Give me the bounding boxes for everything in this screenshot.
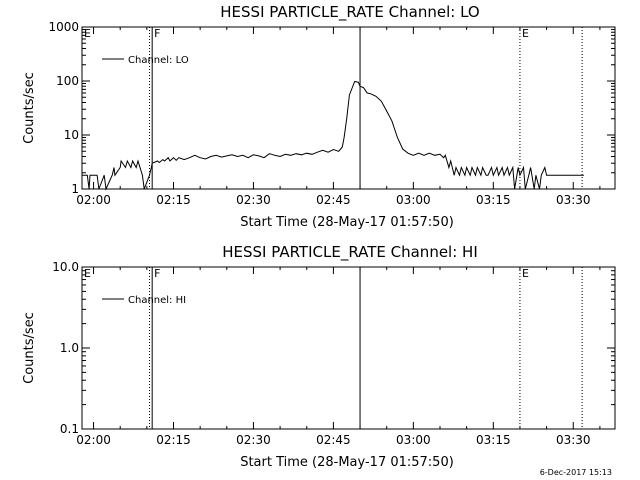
series-lo bbox=[82, 80, 584, 191]
x-tick-label: 03:15 bbox=[476, 433, 511, 447]
event-marker-label: F bbox=[154, 27, 160, 40]
x-tick-label: 02:00 bbox=[76, 193, 111, 207]
y-tick-label: 1 bbox=[71, 182, 79, 196]
legend-label-hi: Channel: HI bbox=[128, 295, 186, 306]
x-tick-label: 02:45 bbox=[316, 433, 351, 447]
x-tick-label: 02:30 bbox=[236, 193, 271, 207]
y-ticks-hi: 0.1 1.0 10.0 bbox=[52, 260, 615, 436]
chart-title-lo: HESSI PARTICLE_RATE Channel: LO bbox=[220, 3, 479, 22]
event-marker-label: E bbox=[522, 267, 529, 280]
x-tick-label: 02:00 bbox=[76, 433, 111, 447]
y-tick-label: 0.1 bbox=[60, 422, 79, 436]
x-tick-label: 02:15 bbox=[156, 433, 191, 447]
x-axis-label-hi: Start Time (28-May-17 01:57:50) bbox=[240, 455, 454, 470]
x-ticks-hi: 02:00 02:15 02:30 02:45 03:00 03:15 03:30 bbox=[76, 267, 601, 447]
event-marker-label: F bbox=[154, 267, 160, 280]
plot-frame-lo bbox=[81, 26, 616, 190]
legend-label-lo: Channel: LO bbox=[128, 55, 189, 66]
chart-title-hi: HESSI PARTICLE_RATE Channel: HI bbox=[222, 243, 478, 262]
event-marker-label: E bbox=[84, 267, 91, 280]
x-ticks-lo: 02:00 02:15 02:30 02:45 03:00 03:15 03:30 bbox=[76, 27, 601, 207]
x-tick-label: 02:45 bbox=[316, 193, 351, 207]
event-marker-label: E bbox=[84, 27, 91, 40]
y-tick-label: 1000 bbox=[48, 20, 79, 34]
panel-hi: HESSI PARTICLE_RATE Channel: HI 02:00 02:… bbox=[22, 243, 616, 470]
plot-frame-hi bbox=[81, 266, 616, 430]
series-line bbox=[82, 80, 584, 191]
y-tick-label: 10.0 bbox=[52, 260, 79, 274]
y-axis-label-lo: Counts/sec bbox=[22, 72, 37, 144]
y-axis-label-hi: Counts/sec bbox=[22, 312, 37, 384]
x-tick-label: 03:00 bbox=[396, 433, 431, 447]
y-ticks-lo: 1 10 100 1000 bbox=[48, 20, 615, 196]
y-tick-label: 100 bbox=[56, 74, 79, 88]
date-stamp: 6-Dec-2017 15:13 bbox=[540, 468, 612, 477]
x-tick-label: 03:15 bbox=[476, 193, 511, 207]
y-tick-label: 1.0 bbox=[60, 341, 79, 355]
x-axis-label-lo: Start Time (28-May-17 01:57:50) bbox=[240, 215, 454, 230]
x-tick-label: 02:30 bbox=[236, 433, 271, 447]
x-tick-label: 03:30 bbox=[556, 193, 591, 207]
y-tick-label: 10 bbox=[64, 128, 79, 142]
x-tick-label: 03:00 bbox=[396, 193, 431, 207]
event-marker-label: E bbox=[522, 27, 529, 40]
x-tick-label: 03:30 bbox=[556, 433, 591, 447]
panel-lo: HESSI PARTICLE_RATE Channel: LO 02:00 02:… bbox=[22, 3, 616, 230]
x-tick-label: 02:15 bbox=[156, 193, 191, 207]
